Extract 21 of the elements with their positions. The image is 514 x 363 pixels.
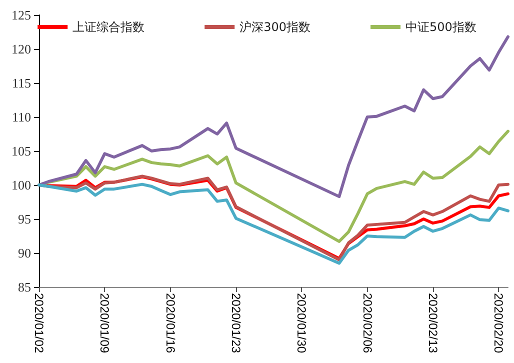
x-tick-label: 2020/01/02 <box>32 293 46 354</box>
x-tick-label: 2020/01/30 <box>294 293 309 354</box>
y-tick-label: 95 <box>18 212 31 226</box>
y-tick-label: 125 <box>12 8 31 22</box>
y-tick-label: 90 <box>18 246 31 260</box>
x-tick-label: 2020/02/06 <box>360 293 374 354</box>
y-tick-label: 85 <box>18 280 31 294</box>
y-tick-label: 110 <box>12 110 31 124</box>
legend-label: 中证500指数 <box>406 20 476 34</box>
legend-label: 沪深300指数 <box>240 20 310 34</box>
x-tick-label: 2020/02/13 <box>426 293 440 354</box>
x-tick-label: 2020/01/23 <box>228 293 243 354</box>
y-tick-label: 120 <box>12 42 31 56</box>
x-tick-label: 2020/01/16 <box>163 293 178 354</box>
y-tick-label: 105 <box>12 144 31 158</box>
y-tick-label: 115 <box>12 76 31 90</box>
x-tick-label: 2020/01/09 <box>98 293 112 354</box>
x-tick-label: 2020/02/20 <box>492 293 506 354</box>
line-series <box>38 35 510 198</box>
legend-label: 上证综合指数 <box>72 20 145 34</box>
y-tick-label: 100 <box>12 178 31 192</box>
